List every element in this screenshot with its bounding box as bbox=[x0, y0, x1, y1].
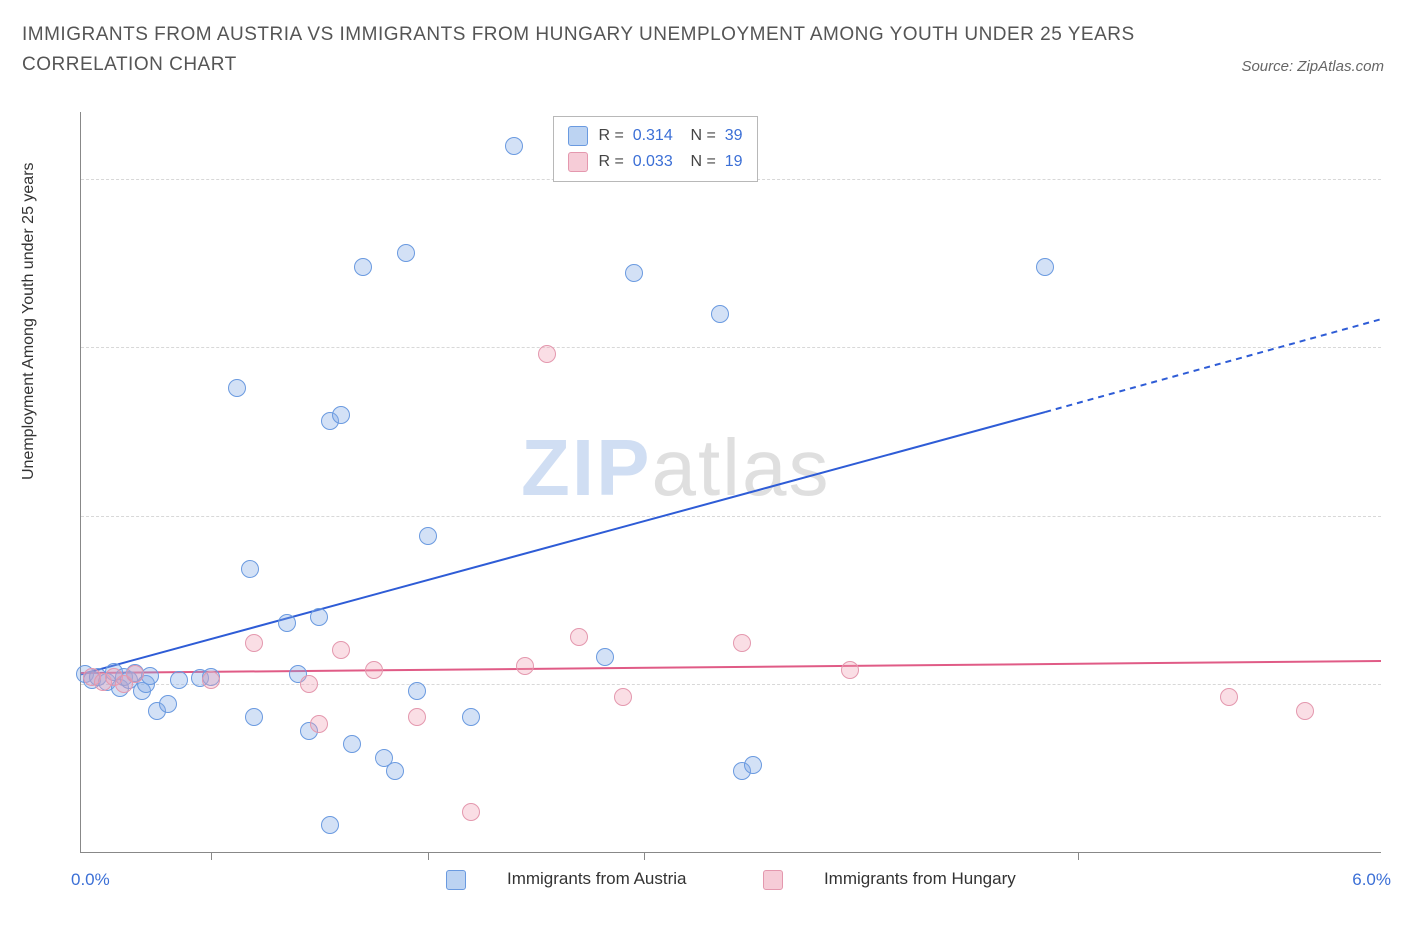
x-tick bbox=[428, 852, 429, 860]
data-point bbox=[332, 406, 350, 424]
bottom-swatch-austria bbox=[446, 870, 466, 890]
data-point bbox=[354, 258, 372, 276]
data-point bbox=[408, 682, 426, 700]
y-tick-label: 25.0% bbox=[1391, 507, 1406, 525]
data-point bbox=[596, 648, 614, 666]
data-point bbox=[419, 527, 437, 545]
data-point bbox=[300, 675, 318, 693]
data-point bbox=[321, 816, 339, 834]
data-point bbox=[505, 137, 523, 155]
data-point bbox=[625, 264, 643, 282]
y-tick-label: 12.5% bbox=[1391, 675, 1406, 693]
legend-row-hungary: R = 0.033 N = 19 bbox=[568, 149, 743, 175]
trend-line bbox=[81, 412, 1045, 674]
data-point bbox=[462, 708, 480, 726]
data-point bbox=[538, 345, 556, 363]
y-tick-label: 37.5% bbox=[1391, 338, 1406, 356]
data-point bbox=[365, 661, 383, 679]
data-point bbox=[386, 762, 404, 780]
data-point bbox=[278, 614, 296, 632]
source-label: Source: ZipAtlas.com bbox=[1241, 58, 1384, 75]
x-tick bbox=[644, 852, 645, 860]
data-point bbox=[1036, 258, 1054, 276]
plot-area: ZIPatlas 12.5%25.0%37.5%50.0% R = 0.314 … bbox=[80, 112, 1381, 853]
data-point bbox=[1296, 702, 1314, 720]
data-point bbox=[744, 756, 762, 774]
y-tick-label: 50.0% bbox=[1391, 170, 1406, 188]
data-point bbox=[733, 634, 751, 652]
data-point bbox=[332, 641, 350, 659]
data-point bbox=[711, 305, 729, 323]
legend-box: R = 0.314 N = 39 R = 0.033 N = 19 bbox=[553, 116, 758, 182]
data-point bbox=[343, 735, 361, 753]
data-point bbox=[462, 803, 480, 821]
data-point bbox=[841, 661, 859, 679]
data-point bbox=[570, 628, 588, 646]
legend-n-austria: 39 bbox=[725, 127, 743, 144]
bottom-label-hungary: Immigrants from Hungary bbox=[824, 869, 1016, 888]
legend-r-hungary: 0.033 bbox=[633, 153, 673, 170]
bottom-legend-hungary: Immigrants from Hungary bbox=[745, 869, 1034, 888]
chart-title: IMMIGRANTS FROM AUSTRIA VS IMMIGRANTS FR… bbox=[22, 20, 1246, 81]
legend-n-hungary: 19 bbox=[725, 153, 743, 170]
data-point bbox=[614, 688, 632, 706]
y-axis-label: Unemployment Among Youth under 25 years bbox=[20, 162, 38, 480]
data-point bbox=[126, 665, 144, 683]
bottom-swatch-hungary bbox=[763, 870, 783, 890]
data-point bbox=[310, 608, 328, 626]
legend-swatch-austria bbox=[568, 126, 588, 146]
data-point bbox=[241, 560, 259, 578]
bottom-label-austria: Immigrants from Austria bbox=[507, 869, 687, 888]
data-point bbox=[310, 715, 328, 733]
data-point bbox=[516, 657, 534, 675]
trend-line bbox=[81, 661, 1381, 673]
data-point bbox=[245, 708, 263, 726]
data-point bbox=[408, 708, 426, 726]
x-tick bbox=[1078, 852, 1079, 860]
trend-line bbox=[1045, 319, 1381, 412]
data-point bbox=[245, 634, 263, 652]
legend-row-austria: R = 0.314 N = 39 bbox=[568, 123, 743, 149]
bottom-legend: Immigrants from Austria Immigrants from … bbox=[81, 869, 1381, 890]
legend-r-austria: 0.314 bbox=[633, 127, 673, 144]
bottom-legend-austria: Immigrants from Austria bbox=[428, 869, 709, 888]
data-point bbox=[170, 671, 188, 689]
data-point bbox=[159, 695, 177, 713]
legend-swatch-hungary bbox=[568, 152, 588, 172]
data-point bbox=[1220, 688, 1238, 706]
x-tick bbox=[211, 852, 212, 860]
data-point bbox=[397, 244, 415, 262]
data-point bbox=[228, 379, 246, 397]
data-point bbox=[202, 671, 220, 689]
trend-lines bbox=[81, 112, 1381, 852]
